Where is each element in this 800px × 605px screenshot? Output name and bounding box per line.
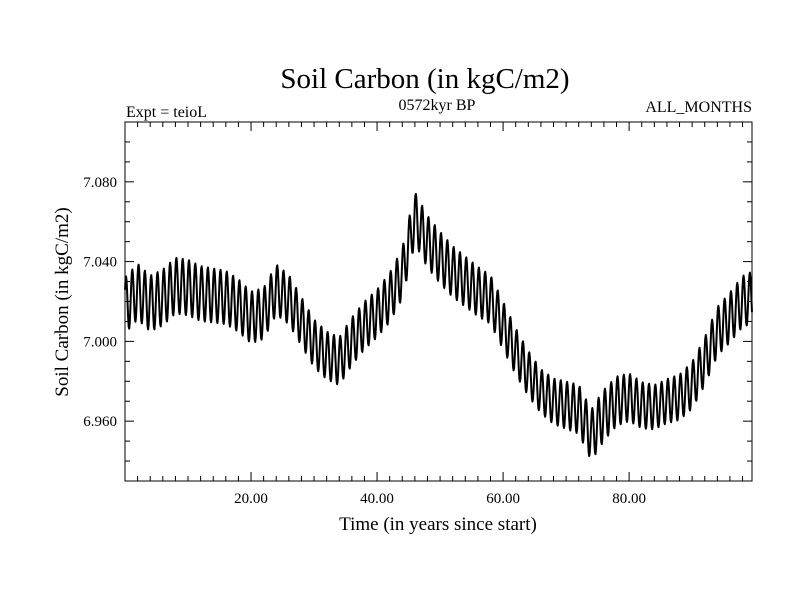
x-axis-label: Time (in years since start) xyxy=(339,514,537,535)
x-tick-labels: 20.00 40.00 60.00 80.00 xyxy=(234,491,646,507)
x-tick-label: 40.00 xyxy=(360,491,394,507)
chart-title: Soil Carbon (in kgC/m2) xyxy=(280,63,569,95)
soil-carbon-line xyxy=(124,192,753,458)
experiment-label: Expt = teioL xyxy=(126,104,207,121)
period-label: 0572kyr BP xyxy=(399,97,476,114)
x-tick-label: 80.00 xyxy=(612,491,646,507)
y-tick-label: 6.960 xyxy=(83,414,117,430)
months-label: ALL_MONTHS xyxy=(645,99,752,116)
y-tick-label: 7.080 xyxy=(83,175,117,191)
y-tick-label: 7.000 xyxy=(83,334,117,350)
x-tick-label: 60.00 xyxy=(486,491,520,507)
y-axis-label: Soil Carbon (in kgC/m2) xyxy=(52,207,73,396)
x-tick-label: 20.00 xyxy=(234,491,268,507)
y-tick-labels: 6.960 7.000 7.040 7.080 xyxy=(83,175,117,430)
plot-frame xyxy=(124,121,753,482)
y-tick-label: 7.040 xyxy=(83,255,117,271)
